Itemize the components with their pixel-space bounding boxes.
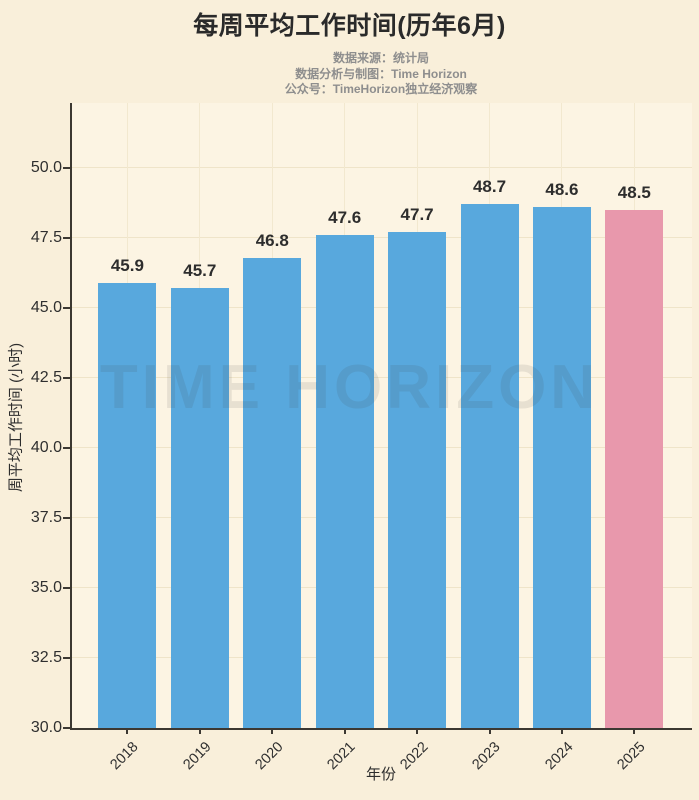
bar-value-label: 48.5 — [617, 182, 651, 202]
bar-value-label: 48.6 — [545, 180, 579, 200]
y-tick-label: 42.5 — [30, 368, 62, 386]
y-tick — [63, 166, 70, 169]
bar — [98, 282, 157, 728]
bar-value-label: 48.7 — [472, 177, 507, 197]
x-tick — [271, 728, 274, 734]
bar — [315, 235, 374, 728]
x-tick — [416, 728, 419, 734]
y-tick-label: 40.0 — [30, 438, 62, 456]
bar-value-label: 47.7 — [400, 205, 434, 225]
y-tick-label: 47.5 — [30, 228, 62, 246]
h-gridline — [72, 517, 692, 519]
y-tick-label: 50.0 — [30, 158, 62, 176]
y-tick — [63, 446, 70, 449]
y-axis-label: 周平均工作时间 (小时) — [7, 342, 25, 493]
chart-title: 每周平均工作时间(历年6月) — [193, 12, 506, 40]
x-tick — [126, 728, 129, 734]
y-tick-label: 30.0 — [30, 719, 62, 736]
y-tick — [63, 306, 70, 309]
bar — [388, 232, 447, 728]
h-gridline — [72, 237, 692, 239]
bar — [460, 204, 519, 728]
y-tick — [63, 236, 70, 239]
x-tick — [560, 728, 563, 734]
bar-value-label: 47.6 — [328, 208, 362, 228]
y-tick — [63, 516, 70, 519]
x-tick — [633, 728, 636, 734]
y-tick-label: 37.5 — [30, 508, 62, 526]
bar-value-label: 45.9 — [110, 255, 144, 275]
h-gridline — [72, 657, 692, 659]
y-tick — [63, 376, 70, 379]
bar — [605, 209, 664, 728]
bar-value-label: 45.7 — [183, 261, 217, 281]
y-tick — [63, 727, 70, 729]
plot-area: 30.0 32.5 35.0 37.5 40.0 42.5 45.0 47.5 50.0 45.9… — [31, 103, 692, 773]
bar — [532, 207, 591, 728]
y-tick-label: 45.0 — [30, 298, 62, 316]
bar-value-label: 46.8 — [255, 230, 289, 250]
h-gridline — [72, 307, 692, 309]
h-gridline — [72, 587, 692, 589]
y-tick-label: 35.0 — [30, 578, 62, 596]
h-gridline — [72, 167, 692, 169]
y-tick — [63, 586, 70, 589]
bar — [170, 288, 229, 728]
x-tick — [343, 728, 346, 734]
y-tick-label: 32.5 — [30, 648, 62, 666]
x-tick — [198, 728, 201, 734]
bar — [243, 257, 302, 728]
x-tick — [488, 728, 491, 734]
subtitle-account-line: 公众号：TimeHorizon独立经济观察 — [284, 82, 478, 97]
subtitle-source-line: 数据来源：统计局 — [332, 51, 429, 65]
h-gridline — [72, 377, 692, 379]
chart-subtitle: 数据来源：统计局 数据分析与制图：Time Horizon 公众号：TimeHo… — [70, 51, 692, 98]
h-gridline — [72, 447, 692, 449]
x-axis-label: 年份 — [365, 766, 396, 783]
subtitle-author-line: 数据分析与制图：Time Horizon — [295, 66, 467, 81]
y-tick — [63, 656, 70, 659]
